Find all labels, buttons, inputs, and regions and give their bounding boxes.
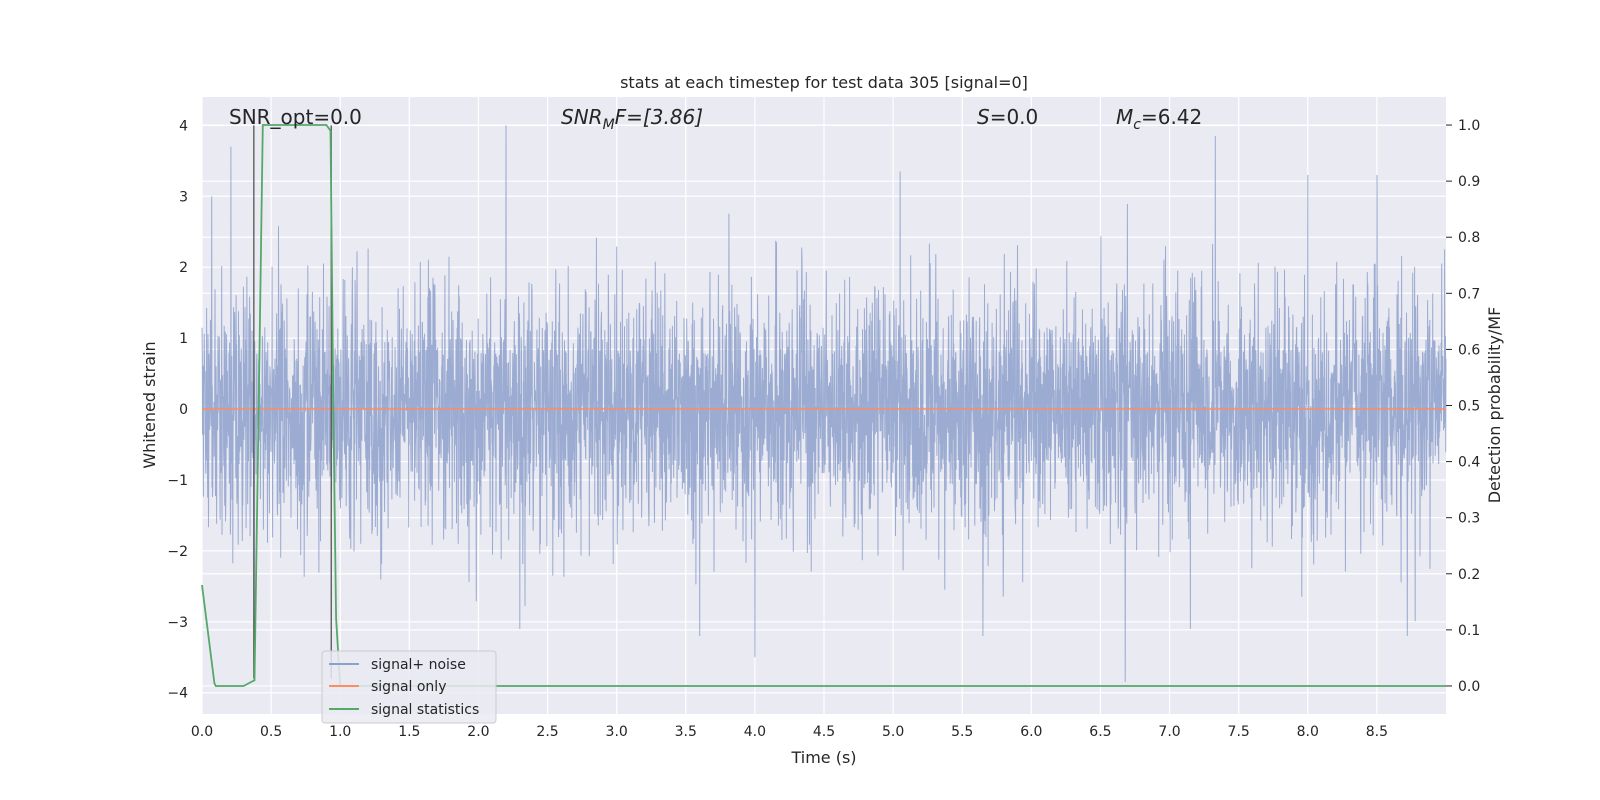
snr-opt-annotation: SNR_opt=0.0	[229, 105, 362, 129]
mc-annotation: Mc=6.42	[1116, 105, 1202, 133]
y-right-tick-label: 1.0	[1458, 118, 1480, 134]
x-tick-label: 2.5	[536, 724, 558, 740]
s-symbol: S	[977, 105, 990, 129]
signal-statistics-line	[201, 124, 1446, 687]
y-tick-label: 3	[179, 189, 188, 205]
chart-title: stats at each timestep for test data 305…	[620, 73, 1028, 92]
x-tick-label: 5.5	[951, 724, 973, 740]
y-right-tick-label: 0.5	[1458, 399, 1480, 415]
y-tick-label: −2	[167, 544, 188, 560]
x-tick-label: 3.0	[606, 724, 628, 740]
s-annotation: S=0.0	[977, 105, 1038, 129]
legend-entry-signal-only: signal only	[371, 679, 446, 695]
snr-mf-rest: F=[3.86]	[615, 105, 703, 129]
signal-statistics-series	[201, 124, 1446, 687]
signal-noise-line	[201, 125, 1447, 683]
y-tick-label: 1	[179, 331, 188, 347]
x-tick-label: 8.0	[1297, 724, 1319, 740]
legend-entry-signal-noise: signal+ noise	[371, 657, 466, 673]
x-tick-label: 1.5	[398, 724, 420, 740]
y-right-tick-label: 0.3	[1458, 511, 1480, 527]
y-right-tick-label: 0.0	[1458, 679, 1480, 695]
x-tick-label: 8.5	[1366, 724, 1388, 740]
x-tick-label: 3.5	[675, 724, 697, 740]
y-tick-label: −4	[167, 686, 188, 702]
x-tick-label: 5.0	[882, 724, 904, 740]
y-tick-label: −1	[167, 473, 188, 489]
noise-series	[201, 125, 1447, 683]
y-right-tick-label: 0.9	[1458, 174, 1480, 190]
snr-mf-subscript: M	[603, 117, 615, 133]
y-tick-label: 4	[179, 118, 188, 134]
snr-mf-base: SNR	[561, 105, 603, 129]
snr-mf-annotation: SNRMF=[3.86]	[561, 105, 703, 133]
y-right-tick-label: 0.1	[1458, 623, 1480, 639]
x-tick-label: 4.5	[813, 724, 835, 740]
x-tick-label: 6.0	[1020, 724, 1042, 740]
legend: signal+ noise signal only signal statist…	[321, 650, 497, 724]
mc-base: M	[1116, 105, 1133, 129]
y-tick-label: −3	[167, 615, 188, 631]
x-axis-ticks: 0.0 0.5 1.0 1.5 2.0 2.5 3.0 3.5 4.0 4.5 5.0 5.5 6.0 6…	[191, 724, 1388, 740]
y-axis-label: Whitened strain	[140, 341, 159, 468]
y-axis-ticks: 4 3 2 1 0 −1 −2 −3 −4	[167, 118, 188, 701]
legend-entry-signal-statistics: signal statistics	[371, 702, 479, 718]
legend-box	[321, 650, 497, 724]
x-tick-label: 7.0	[1158, 724, 1180, 740]
x-tick-label: 0.0	[191, 724, 213, 740]
mc-value: =6.42	[1141, 105, 1202, 129]
y-right-tick-label: 0.4	[1458, 455, 1480, 471]
y-right-tick-label: 0.8	[1458, 230, 1480, 246]
x-tick-label: 7.5	[1228, 724, 1250, 740]
y-axis-right-label: Detection probability/MF	[1485, 307, 1504, 504]
x-tick-label: 0.5	[260, 724, 282, 740]
x-tick-label: 6.5	[1089, 724, 1111, 740]
x-axis-label: Time (s)	[790, 748, 856, 767]
y-right-tick-label: 0.2	[1458, 567, 1480, 583]
x-tick-label: 4.0	[744, 724, 766, 740]
y-axis-right-ticks: 1.0 0.9 0.8 0.7 0.6 0.5 0.4 0.3 0.2 0.1 0.0	[1446, 118, 1480, 695]
s-value: =0.0	[990, 105, 1039, 129]
x-tick-label: 2.0	[467, 724, 489, 740]
y-tick-label: 2	[179, 260, 188, 276]
x-tick-label: 1.0	[329, 724, 351, 740]
mc-subscript: c	[1133, 117, 1141, 133]
y-right-tick-label: 0.7	[1458, 286, 1480, 302]
y-tick-label: 0	[179, 402, 188, 418]
y-right-tick-label: 0.6	[1458, 342, 1480, 358]
